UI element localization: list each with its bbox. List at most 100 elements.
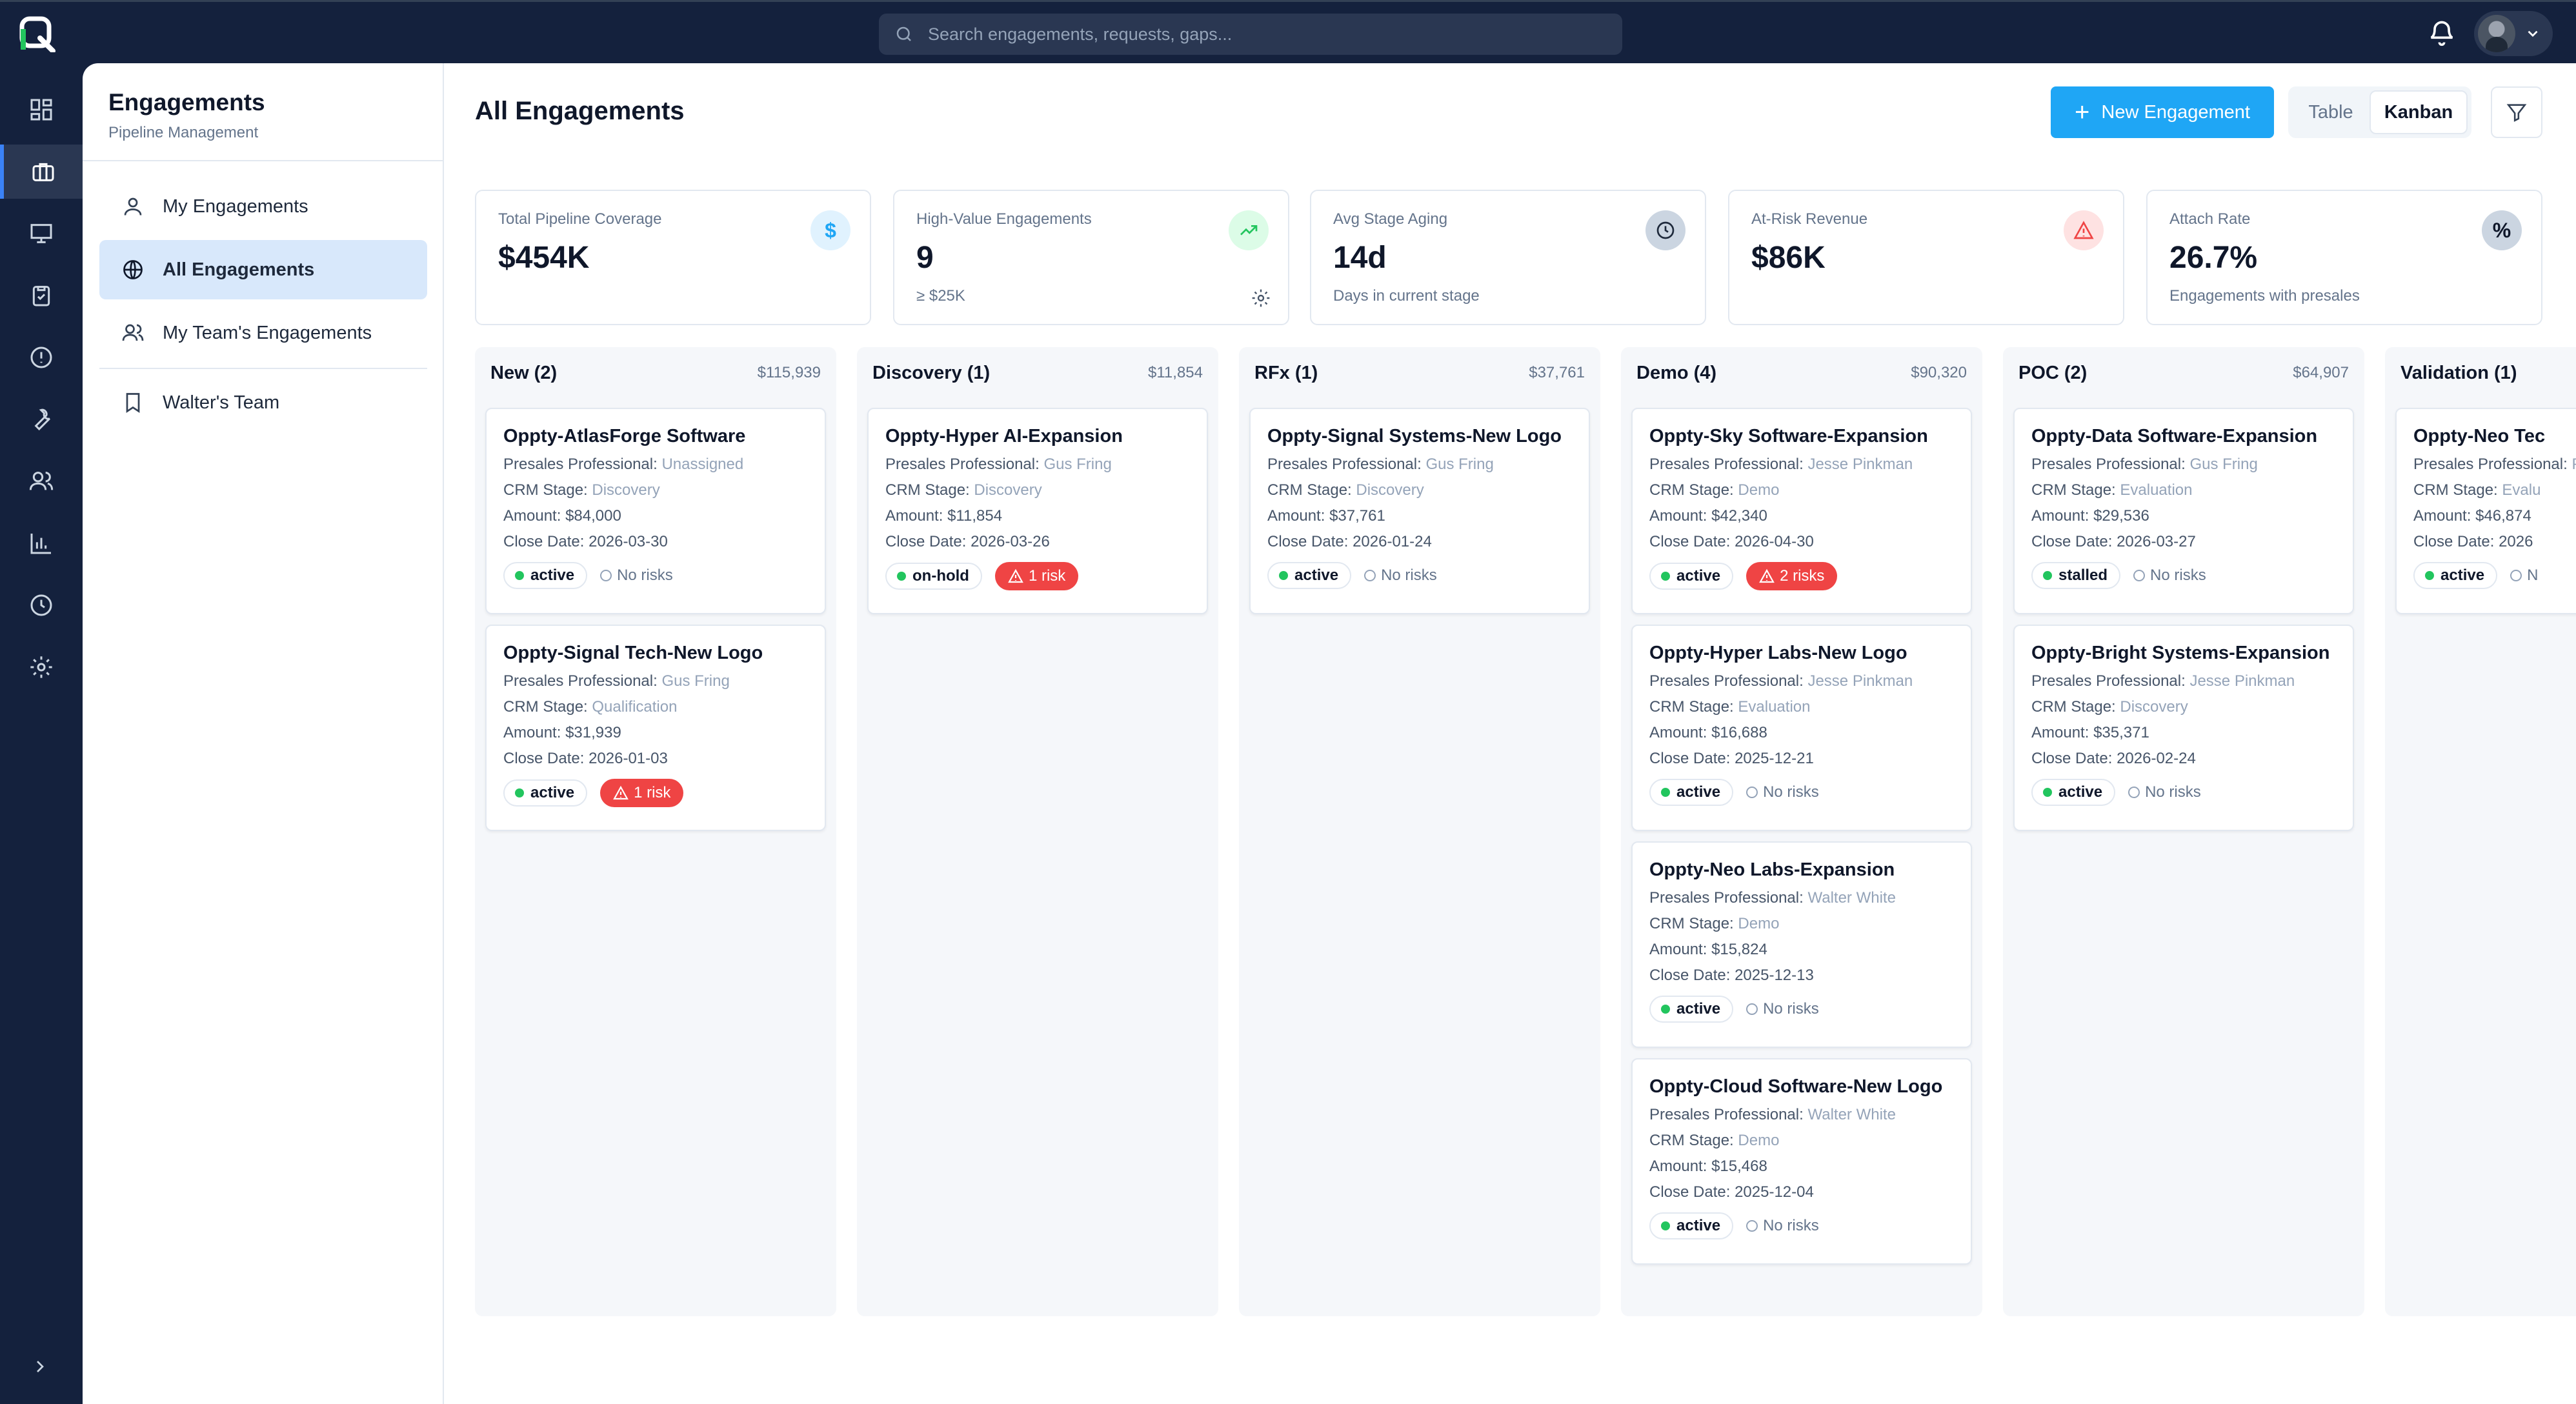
rail-alerts[interactable] — [0, 330, 83, 385]
kanban-column: Discovery (1) $11,854 Oppty-Hyper AI-Expan… — [857, 347, 1218, 1316]
kanban-column: POC (2) $64,907 Oppty-Data Software-Expans… — [2003, 347, 2364, 1316]
risk-badge[interactable]: 2 risks — [1746, 562, 1838, 590]
engagement-card[interactable]: Oppty-Hyper Labs-New Logo Presales Profes… — [1631, 625, 1972, 831]
engagement-card[interactable]: Oppty-Hyper AI-Expansion Presales Profess… — [867, 408, 1208, 614]
column-title: POC (2) — [2018, 362, 2088, 383]
rail-history[interactable] — [0, 578, 83, 632]
card-close-date: Close Date: 2026-03-27 — [2031, 534, 2336, 550]
column-total: $64,907 — [2293, 364, 2349, 381]
card-amount: Amount: $42,340 — [1649, 508, 1954, 525]
no-risks-label: No risks — [1763, 1217, 1819, 1234]
no-risks-indicator: No risks — [2133, 567, 2206, 585]
rail-tools[interactable] — [0, 392, 83, 446]
risk-badge[interactable]: 1 risk — [994, 562, 1079, 590]
kanban-column: New (2) $115,939 Oppty-AtlasForge Software… — [475, 347, 836, 1316]
search-bar[interactable] — [879, 14, 1622, 55]
kpi-total-pipeline: Total Pipeline Coverage $454K $ — [475, 190, 871, 325]
card-stage: CRM Stage: Evaluation — [2031, 482, 2336, 499]
card-badges: active N — [2413, 562, 2576, 589]
icon-rail — [0, 63, 83, 1404]
kpi-at-risk-revenue: At-Risk Revenue $86K — [1728, 190, 2124, 325]
card-close-date: Close Date: 2026 — [2413, 534, 2576, 550]
presales-label: Presales Professional: — [1649, 456, 1804, 473]
kpi-label: Total Pipeline Coverage — [498, 210, 662, 228]
engagement-card[interactable]: Oppty-Neo Tec Presales Professional: Prof… — [2395, 408, 2576, 614]
rail-presentations[interactable] — [0, 206, 83, 261]
filter-button[interactable] — [2491, 86, 2542, 138]
clock-icon — [1645, 210, 1685, 250]
no-risks-label: No risks — [1763, 783, 1819, 801]
card-presales: Presales Professional: Gus Fring — [2031, 456, 2336, 473]
rail-settings[interactable] — [0, 640, 83, 694]
main-content: All Engagements + New Engagement Table K… — [444, 63, 2576, 1404]
column-header: Demo (4) $90,320 — [1621, 347, 1982, 399]
card-title: Oppty-Signal Systems-New Logo — [1267, 426, 1562, 446]
rail-tasks[interactable] — [0, 268, 83, 323]
engagement-card[interactable]: Oppty-Bright Systems-Expansion Presales P… — [2013, 625, 2354, 831]
card-close-date: Close Date: 2026-03-30 — [503, 534, 808, 550]
status-badge: active — [1267, 562, 1352, 589]
amount-value: $16,688 — [1711, 724, 1767, 741]
column-title: Validation (1) — [2400, 362, 2517, 383]
view-kanban-button[interactable]: Kanban — [2370, 90, 2468, 134]
kpi-value: $454K — [498, 241, 590, 275]
card-amount: Amount: $15,468 — [1649, 1158, 1954, 1175]
nav-all-engagements[interactable]: All Engagements — [99, 240, 427, 299]
dollar-icon: $ — [810, 210, 850, 250]
circle-icon — [1746, 787, 1758, 798]
nav-team-engagements[interactable]: My Team's Engagements — [99, 303, 427, 363]
top-bar — [0, 0, 2576, 63]
expand-sidebar-chevron-icon[interactable] — [30, 1356, 50, 1377]
percent-icon: % — [2482, 210, 2522, 250]
no-risks-indicator: N — [2510, 567, 2538, 585]
card-amount: Amount: $31,939 — [503, 725, 808, 741]
engagement-card[interactable]: Oppty-Data Software-Expansion Presales Pr… — [2013, 408, 2354, 614]
bell-icon[interactable] — [2428, 19, 2456, 47]
kpi-attach-rate: Attach Rate 26.7% Engagements with presa… — [2146, 190, 2542, 325]
risk-label: 1 risk — [1028, 567, 1066, 585]
engagement-card[interactable]: Oppty-Sky Software-Expansion Presales Pro… — [1631, 408, 1972, 614]
card-close-date: Close Date: 2026-03-26 — [885, 534, 1190, 550]
nav-divider — [99, 368, 427, 369]
engagement-card[interactable]: Oppty-Neo Labs-Expansion Presales Profess… — [1631, 841, 1972, 1048]
card-amount: Amount: $46,874 — [2413, 508, 2576, 525]
trending-up-icon — [1229, 210, 1269, 250]
stage-value: Demo — [1738, 481, 1780, 499]
column-title: Discovery (1) — [872, 362, 991, 383]
settings-icon[interactable] — [1251, 288, 1271, 308]
logo-icon[interactable] — [18, 16, 57, 52]
globe-icon — [123, 260, 143, 279]
presales-label: Presales Professional: — [2031, 456, 2186, 473]
risk-badge[interactable]: 1 risk — [600, 779, 684, 807]
status-badge: active — [2031, 779, 2116, 806]
engagement-card[interactable]: Oppty-Signal Tech-New Logo Presales Profe… — [485, 625, 826, 831]
search-input[interactable] — [928, 24, 1573, 45]
engagement-card[interactable]: Oppty-Signal Systems-New Logo Presales Pr… — [1249, 408, 1590, 614]
kanban-column: Demo (4) $90,320 Oppty-Sky Software-Expans… — [1621, 347, 1982, 1316]
close-value: 2026-04-30 — [1735, 533, 1814, 550]
stage-label: CRM Stage: — [1649, 1132, 1734, 1149]
card-badges: active No risks — [1649, 779, 1954, 806]
view-table-button[interactable]: Table — [2308, 101, 2353, 123]
card-presales: Presales Professional: Gus Fring — [885, 456, 1190, 473]
no-risks-label: No risks — [1763, 1000, 1819, 1018]
stage-label: CRM Stage: — [2031, 698, 2116, 716]
rail-dashboard[interactable] — [0, 83, 83, 137]
stage-label: CRM Stage: — [503, 481, 588, 499]
nav-my-engagements[interactable]: My Engagements — [99, 177, 427, 236]
new-engagement-button[interactable]: + New Engagement — [2051, 86, 2274, 138]
engagement-card[interactable]: Oppty-AtlasForge Software Presales Profes… — [485, 408, 826, 614]
engagement-card[interactable]: Oppty-Cloud Software-New Logo Presales Pr… — [1631, 1058, 1972, 1265]
stage-value: Evaluation — [1738, 698, 1811, 716]
nav-walters-team[interactable]: Walter's Team — [99, 373, 427, 432]
user-menu-button[interactable] — [2474, 11, 2553, 56]
card-close-date: Close Date: 2025-12-21 — [1649, 750, 1954, 767]
rail-people[interactable] — [0, 454, 83, 508]
kpi-label: At-Risk Revenue — [1751, 210, 1868, 228]
no-risks-label: No risks — [1381, 567, 1437, 584]
card-amount: Amount: $29,536 — [2031, 508, 2336, 525]
presales-value: Gus Fring — [1043, 456, 1112, 473]
rail-reports[interactable] — [0, 516, 83, 570]
rail-engagements[interactable] — [0, 145, 83, 199]
status-label: active — [2440, 567, 2485, 584]
